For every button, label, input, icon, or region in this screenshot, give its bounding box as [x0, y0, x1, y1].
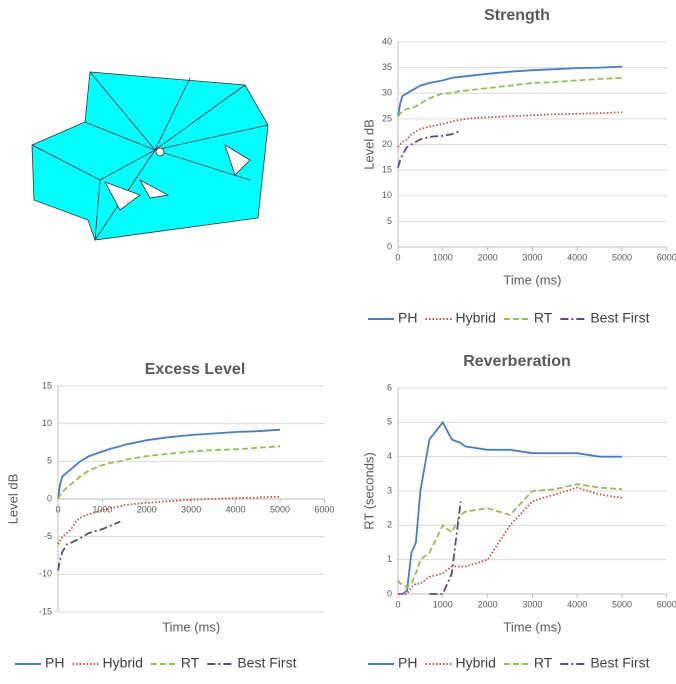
series-line	[429, 501, 460, 594]
y-axis-label: RT (seconds)	[361, 452, 376, 530]
legend-label: Best First	[590, 655, 649, 671]
y-tick-label: 10	[382, 190, 392, 200]
y-tick-label: 15	[382, 165, 392, 175]
x-tick-label: 6000	[314, 504, 334, 514]
x-tick-label: 1000	[92, 504, 112, 514]
y-tick-label: 4	[387, 451, 392, 461]
y-tick-label: 40	[382, 36, 392, 46]
y-tick-label: 30	[382, 88, 392, 98]
y-tick-label: 25	[382, 113, 392, 123]
y-axis-label: Level dB	[5, 474, 20, 525]
y-tick-label: -15	[39, 606, 52, 616]
series-line	[398, 488, 622, 594]
legend-label: RT	[534, 655, 553, 671]
y-tick-label: 3	[387, 485, 392, 495]
y-tick-label: 10	[42, 418, 52, 428]
legend-label: PH	[398, 310, 417, 326]
legend-label: Hybrid	[455, 655, 495, 671]
series-line	[398, 422, 622, 594]
x-tick-label: 5000	[612, 252, 632, 262]
y-tick-label: 1	[387, 554, 392, 564]
y-tick-label: 15	[42, 380, 52, 390]
x-tick-label: 3000	[522, 252, 542, 262]
legend-label: Hybrid	[102, 655, 142, 671]
x-tick-label: 0	[55, 504, 60, 514]
legend-label: PH	[45, 655, 64, 671]
x-tick-label: 2000	[478, 252, 498, 262]
series-line	[398, 484, 622, 587]
x-tick-label: 0	[395, 252, 400, 262]
y-tick-label: 2	[387, 520, 392, 530]
x-tick-label: 3000	[181, 504, 201, 514]
x-tick-label: 5000	[270, 504, 290, 514]
series-line	[398, 78, 622, 116]
y-tick-label: 5	[47, 456, 52, 466]
series-line	[58, 430, 280, 499]
series-line	[398, 112, 622, 147]
series-line	[58, 446, 280, 499]
figure: Strength05101520253035400100020003000400…	[0, 0, 676, 679]
x-tick-label: 0	[395, 599, 400, 609]
x-tick-label: 2000	[478, 599, 498, 609]
series-line	[398, 131, 461, 168]
x-tick-label: 4000	[567, 599, 587, 609]
x-axis-label: Time (ms)	[503, 272, 561, 287]
x-tick-label: 4000	[567, 252, 587, 262]
legend-label: RT	[534, 310, 553, 326]
y-tick-label: 0	[387, 588, 392, 598]
y-axis-label: Level dB	[361, 119, 376, 170]
legend-label: RT	[181, 655, 200, 671]
x-tick-label: 6000	[657, 599, 676, 609]
y-tick-label: 35	[382, 62, 392, 72]
legend-label: PH	[398, 655, 417, 671]
chart-title: Reverberation	[463, 353, 571, 370]
y-tick-label: 0	[387, 241, 392, 251]
x-axis-label: Time (ms)	[162, 619, 220, 634]
legend-label: Hybrid	[455, 310, 495, 326]
x-tick-label: 5000	[612, 599, 632, 609]
x-tick-label: 2000	[137, 504, 157, 514]
y-tick-label: 5	[387, 216, 392, 226]
y-tick-label: 20	[382, 139, 392, 149]
chart-title: Strength	[484, 7, 550, 24]
legend-label: Best First	[590, 310, 649, 326]
y-tick-label: 6	[387, 382, 392, 392]
series-line	[398, 67, 622, 117]
chart-title: Excess Level	[145, 361, 246, 378]
x-tick-label: 1000	[433, 599, 453, 609]
room-model	[32, 72, 268, 240]
x-tick-label: 1000	[433, 252, 453, 262]
y-tick-label: -10	[39, 569, 52, 579]
y-tick-label: 5	[387, 417, 392, 427]
y-tick-label: -5	[44, 531, 52, 541]
x-tick-label: 6000	[657, 252, 676, 262]
x-tick-label: 4000	[226, 504, 246, 514]
series-line	[58, 522, 120, 571]
legend-label: Best First	[237, 655, 296, 671]
y-tick-label: 0	[47, 493, 52, 503]
x-axis-label: Time (ms)	[503, 619, 561, 634]
x-tick-label: 3000	[522, 599, 542, 609]
